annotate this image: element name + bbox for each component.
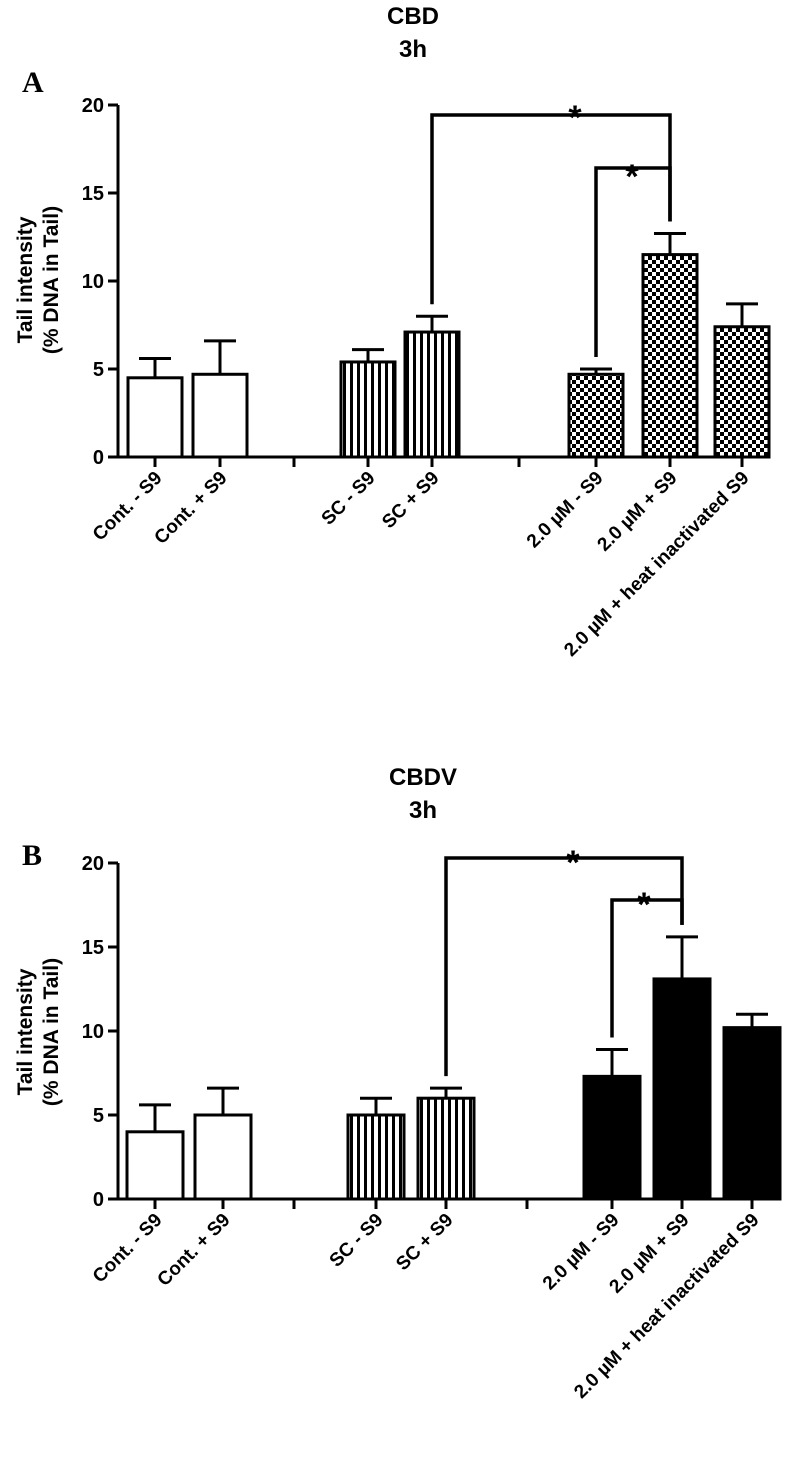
panel-a-significance-star-outer: * (568, 99, 582, 137)
panel-b-ylabel-line1: Tail intensity (14, 968, 37, 1095)
panel-b-bar (582, 1074, 642, 1201)
panel-b-bar (125, 1130, 185, 1201)
panel-a-bar (403, 330, 461, 459)
panel-b-bar (346, 1113, 406, 1201)
panel-b-ylabel-line2: (% DNA in Tail) (40, 958, 63, 1106)
panel-b-significance-bracket-inner (610, 898, 684, 1038)
panel-a-title: CBD (387, 3, 439, 30)
panel-a-significance-bracket-inner (594, 166, 672, 357)
panel-b-x-tick-label: SC + S9 (392, 1210, 457, 1275)
panel-b-significance-star-inner: * (637, 886, 651, 924)
panel-b-y-tick-label: 0 (93, 1189, 104, 1211)
panel-a-bar (339, 360, 397, 459)
panel-a-y-tick-label: 10 (82, 271, 104, 293)
panel-b-bar (652, 977, 712, 1201)
panel-b-bar (722, 1026, 782, 1201)
panel-b-significance-star-outer: * (566, 844, 580, 882)
panel-b-x-tick-label: SC - S9 (326, 1210, 388, 1272)
panel-a-bar (713, 325, 771, 459)
panel-a-bar (126, 376, 184, 459)
panel-a-y-tick-label: 15 (82, 183, 104, 205)
panel-b-significance-bracket-outer (444, 856, 684, 1077)
panel-a-subtitle: 3h (399, 36, 427, 63)
panel-a-x-tick-label: SC + S9 (378, 468, 443, 533)
panel-a-ylabel-line1: Tail intensity (14, 216, 37, 343)
panel-b-subtitle: 3h (409, 797, 437, 824)
panel-a-significance-bracket-outer (430, 113, 672, 305)
panel-a-y-tick-label: 20 (82, 95, 104, 117)
panel-b-title: CBDV (389, 764, 457, 791)
panel-b-y-tick-label: 15 (82, 937, 104, 959)
panel-b-y-tick-label: 5 (93, 1105, 104, 1127)
panel-a: CBD 3h A Tail intensity (% DNA in Tail) … (14, 3, 771, 661)
panel-a-significance-star-inner: * (625, 158, 639, 196)
panel-b-bar (416, 1096, 476, 1201)
panel-b-bar (193, 1113, 253, 1201)
panel-b-letter: B (22, 839, 42, 872)
panel-a-letter: A (22, 66, 44, 99)
panel-a-bar (191, 372, 249, 459)
panel-a-bar (641, 253, 699, 459)
panel-a-y-tick-label: 5 (93, 359, 104, 381)
panel-b-x-tick-label: Cont. + S9 (154, 1210, 235, 1291)
panel-b: CBDV 3h B Tail intensity (% DNA in Tail)… (14, 764, 782, 1403)
panel-a-bar (567, 372, 625, 459)
panel-b-y-tick-label: 10 (82, 1021, 104, 1043)
panel-a-y-tick-label: 0 (93, 447, 104, 469)
panel-a-x-tick-label: SC - S9 (318, 468, 380, 530)
panel-a-ylabel-line2: (% DNA in Tail) (40, 206, 63, 354)
panel-b-y-tick-label: 20 (82, 853, 104, 875)
